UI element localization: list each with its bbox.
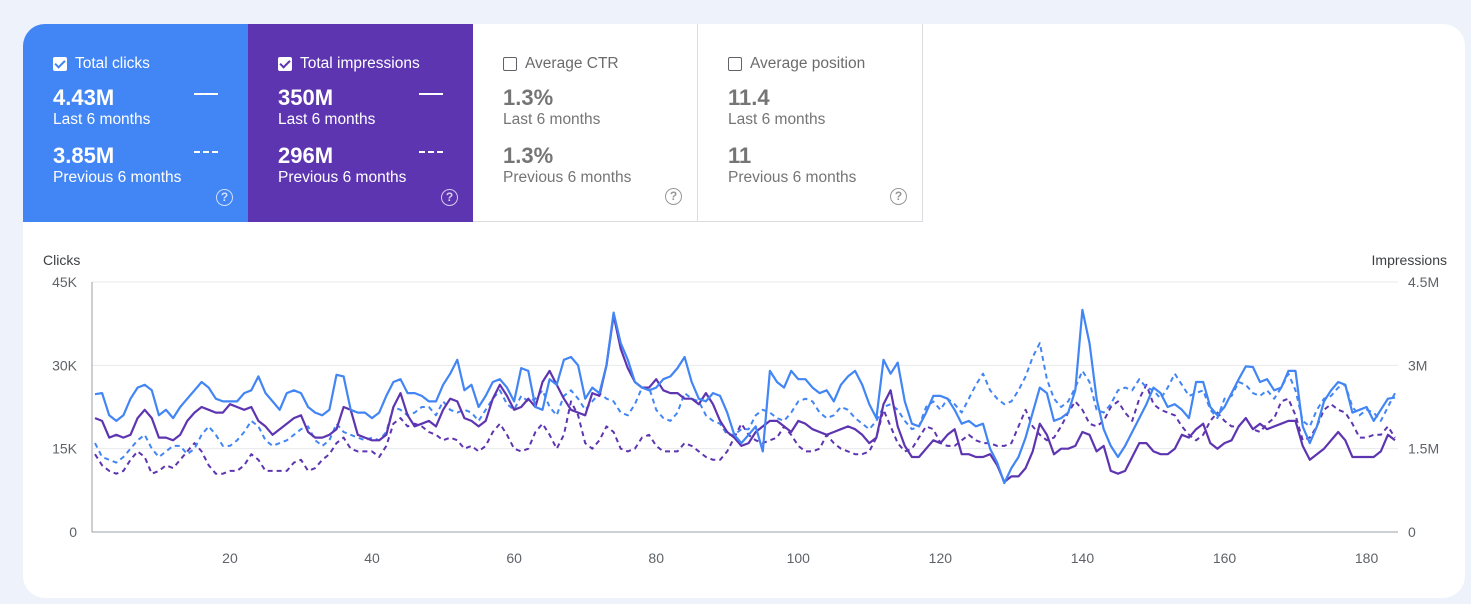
total-impressions-checkbox[interactable]: [278, 57, 292, 71]
average-ctr-value: 1.3%: [503, 85, 554, 110]
total-clicks-value: 4.43M: [53, 85, 115, 110]
average-ctr-header[interactable]: Average CTR: [503, 54, 697, 74]
x-axis-ticks: 20 40 60 80 100 120 140 160 180: [222, 550, 1378, 566]
grid-lines: [91, 281, 1398, 533]
x-tick-label: 120: [929, 550, 953, 566]
performance-chart: Clicks Impressions 0 15K 30K 45K 0 1.5M 3M 4.5…: [43, 252, 1447, 566]
total-clicks-checkbox[interactable]: [53, 57, 67, 71]
left-tick-label: 45K: [52, 274, 78, 290]
left-tick-label: 0: [69, 524, 77, 540]
average-position-period: Last 6 months: [728, 111, 826, 128]
average-ctr-label: Average CTR: [525, 55, 619, 72]
x-tick-label: 180: [1355, 550, 1379, 566]
clicks-current-line: [94, 308, 1396, 485]
clicks-previous-line: [94, 342, 1396, 464]
dashed-line-legend-icon: [419, 151, 443, 153]
total-clicks-period: Last 6 months: [53, 111, 151, 128]
total-impressions-value: 350M: [278, 85, 334, 110]
total-impressions-card[interactable]: Total impressions 350M Last 6 months 296…: [248, 24, 473, 222]
total-impressions-period: Last 6 months: [278, 111, 376, 128]
total-clicks-label: Total clicks: [75, 55, 150, 72]
solid-line-legend-icon: [194, 93, 218, 95]
x-tick-label: 40: [364, 550, 380, 566]
dashed-line-legend-icon: [194, 151, 218, 153]
x-tick-label: 100: [787, 550, 811, 566]
right-tick-label: 4.5M: [1408, 274, 1439, 290]
help-icon[interactable]: ?: [665, 188, 682, 205]
help-icon[interactable]: ?: [441, 189, 458, 206]
average-ctr-checkbox[interactable]: [503, 57, 517, 71]
average-ctr-period: Last 6 months: [503, 111, 601, 128]
average-ctr-prev-period: Previous 6 months: [503, 169, 632, 186]
average-position-header[interactable]: Average position: [728, 54, 922, 74]
impressions-current-line: [94, 314, 1396, 484]
series-lines: [94, 308, 1396, 485]
total-clicks-header[interactable]: Total clicks: [53, 54, 248, 74]
left-axis-ticks: 0 15K 30K 45K: [52, 274, 78, 540]
right-axis-ticks: 0 1.5M 3M 4.5M: [1408, 274, 1439, 540]
average-position-card[interactable]: Average position 11.4 Last 6 months 11 P…: [698, 24, 923, 222]
right-tick-label: 3M: [1408, 357, 1427, 373]
left-tick-label: 30K: [52, 357, 78, 373]
average-position-value: 11.4: [728, 85, 770, 110]
total-impressions-prev-value: 296M: [278, 143, 334, 168]
x-tick-label: 20: [222, 550, 238, 566]
performance-panel: Total clicks 4.43M Last 6 months 3.85M P…: [23, 24, 1465, 598]
average-position-label: Average position: [750, 55, 866, 72]
x-tick-label: 140: [1071, 550, 1095, 566]
average-position-prev-period: Previous 6 months: [728, 169, 857, 186]
x-tick-label: 80: [648, 550, 664, 566]
total-clicks-prev-period: Previous 6 months: [53, 169, 182, 186]
average-position-prev-value: 11: [728, 143, 752, 168]
impressions-previous-line: [94, 383, 1396, 475]
total-impressions-header[interactable]: Total impressions: [278, 54, 473, 74]
right-tick-label: 1.5M: [1408, 441, 1439, 457]
right-tick-label: 0: [1408, 524, 1416, 540]
total-clicks-prev-value: 3.85M: [53, 143, 115, 168]
help-icon[interactable]: ?: [216, 189, 233, 206]
total-impressions-prev-period: Previous 6 months: [278, 169, 407, 186]
metric-cards: Total clicks 4.43M Last 6 months 3.85M P…: [23, 24, 923, 222]
solid-line-legend-icon: [419, 93, 443, 95]
average-ctr-prev-value: 1.3%: [503, 143, 554, 168]
x-tick-label: 60: [506, 550, 522, 566]
total-impressions-label: Total impressions: [300, 55, 420, 72]
average-position-checkbox[interactable]: [728, 57, 742, 71]
help-icon[interactable]: ?: [890, 188, 907, 205]
left-axis-title: Clicks: [43, 252, 80, 268]
x-tick-label: 160: [1213, 550, 1237, 566]
average-ctr-card[interactable]: Average CTR 1.3% Last 6 months 1.3% Prev…: [473, 24, 698, 222]
total-clicks-card[interactable]: Total clicks 4.43M Last 6 months 3.85M P…: [23, 24, 248, 222]
right-axis-title: Impressions: [1372, 252, 1447, 268]
left-tick-label: 15K: [52, 441, 78, 457]
